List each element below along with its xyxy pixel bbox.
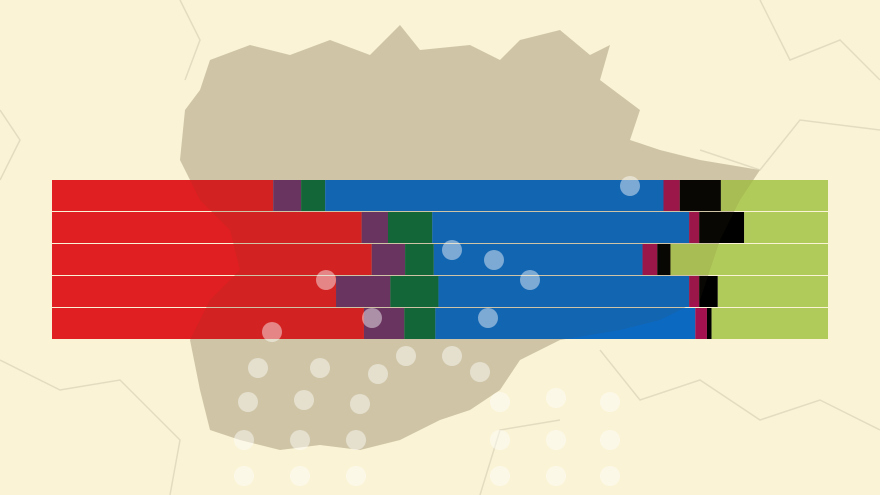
bar-segment — [720, 180, 828, 211]
bar-segment — [657, 244, 671, 275]
bar-segment — [52, 276, 337, 307]
bar-segment — [432, 212, 690, 243]
bar-segment — [390, 276, 439, 307]
bar-segment — [435, 308, 696, 339]
bar-segment — [689, 276, 700, 307]
bar-segment — [679, 180, 721, 211]
bar-segment — [670, 244, 828, 275]
bar-segment — [699, 276, 718, 307]
bar-segment — [642, 244, 658, 275]
bar-segment — [52, 308, 364, 339]
bar-segment — [301, 180, 326, 211]
bar-segment — [273, 180, 302, 211]
bar-segment — [363, 308, 405, 339]
bar-segment — [361, 212, 389, 243]
bar-segment — [663, 180, 680, 211]
bar-segment — [52, 180, 274, 211]
bar-segment — [433, 244, 643, 275]
bar-segment — [744, 212, 828, 243]
bar-segment — [438, 276, 690, 307]
bar-segment — [699, 212, 745, 243]
bar-segment — [388, 212, 433, 243]
map-overlay — [180, 25, 760, 450]
bar-segment — [695, 308, 707, 339]
bar-segment — [336, 276, 391, 307]
bar-segment — [325, 180, 664, 211]
bar-segment — [405, 244, 434, 275]
bar-segment — [689, 212, 700, 243]
bar-segment — [706, 308, 712, 339]
bar-segment — [371, 244, 406, 275]
bar-segment — [404, 308, 436, 339]
bars — [52, 180, 828, 339]
bar-segment — [711, 308, 828, 339]
bar-segment — [52, 244, 372, 275]
bar-segment — [52, 212, 362, 243]
bar-segment — [717, 276, 828, 307]
dots — [234, 176, 640, 486]
